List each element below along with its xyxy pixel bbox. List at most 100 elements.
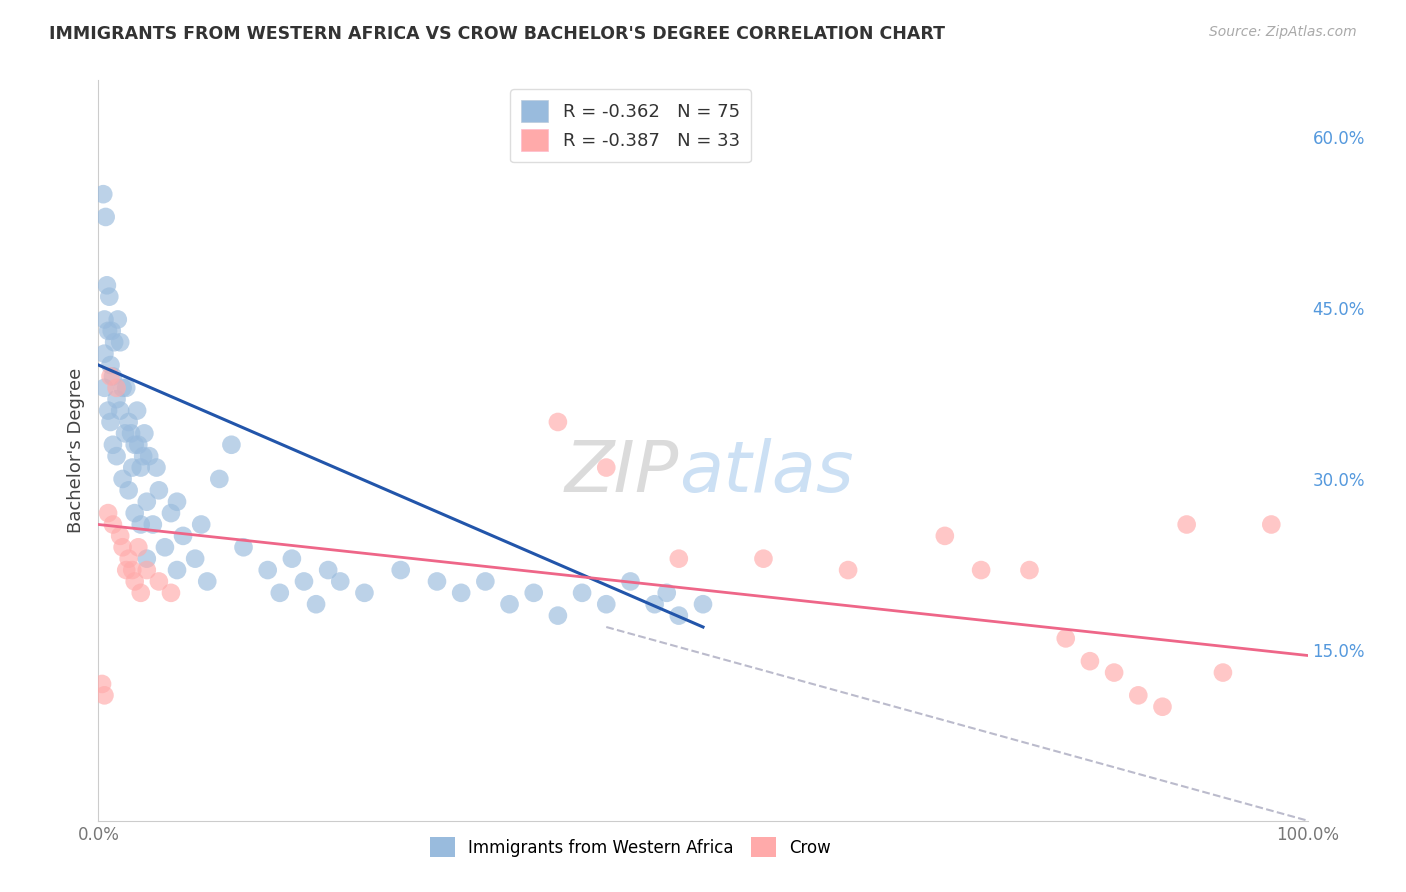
Point	[1128, 689, 1150, 703]
Point	[292, 574, 315, 589]
Point	[121, 563, 143, 577]
Point	[208, 472, 231, 486]
Point	[96, 278, 118, 293]
Point	[523, 586, 546, 600]
Point	[93, 381, 115, 395]
Point	[256, 563, 278, 577]
Point	[1054, 632, 1077, 646]
Point	[105, 449, 128, 463]
Point	[118, 415, 141, 429]
Point	[93, 689, 115, 703]
Point	[166, 494, 188, 508]
Point	[127, 541, 149, 555]
Point	[148, 574, 170, 589]
Point	[97, 403, 120, 417]
Point	[103, 335, 125, 350]
Text: atlas: atlas	[679, 438, 853, 508]
Point	[101, 438, 124, 452]
Point	[153, 541, 176, 555]
Point	[160, 506, 183, 520]
Point	[668, 608, 690, 623]
Point	[644, 597, 666, 611]
Point	[353, 586, 375, 600]
Point	[172, 529, 194, 543]
Point	[97, 324, 120, 338]
Point	[111, 472, 134, 486]
Point	[115, 563, 138, 577]
Point	[129, 586, 152, 600]
Point	[221, 438, 243, 452]
Point	[655, 586, 678, 600]
Point	[98, 290, 121, 304]
Point	[91, 187, 114, 202]
Point	[93, 312, 115, 326]
Point	[108, 529, 131, 543]
Point	[970, 563, 993, 577]
Point	[934, 529, 956, 543]
Point	[619, 574, 641, 589]
Point	[837, 563, 859, 577]
Point	[232, 541, 254, 555]
Point	[124, 506, 146, 520]
Point	[305, 597, 328, 611]
Text: IMMIGRANTS FROM WESTERN AFRICA VS CROW BACHELOR'S DEGREE CORRELATION CHART: IMMIGRANTS FROM WESTERN AFRICA VS CROW B…	[49, 25, 945, 43]
Point	[166, 563, 188, 577]
Point	[138, 449, 160, 463]
Point	[195, 574, 218, 589]
Point	[93, 346, 115, 360]
Y-axis label: Bachelor's Degree: Bachelor's Degree	[66, 368, 84, 533]
Point	[111, 541, 134, 555]
Point	[547, 608, 569, 623]
Point	[105, 392, 128, 407]
Point	[101, 369, 124, 384]
Text: Source: ZipAtlas.com: Source: ZipAtlas.com	[1209, 25, 1357, 39]
Point	[426, 574, 449, 589]
Point	[129, 517, 152, 532]
Point	[124, 574, 146, 589]
Point	[118, 551, 141, 566]
Point	[1078, 654, 1101, 668]
Point	[1102, 665, 1125, 680]
Point	[127, 403, 149, 417]
Point	[498, 597, 520, 611]
Point	[111, 381, 134, 395]
Point	[1212, 665, 1234, 680]
Point	[124, 438, 146, 452]
Point	[184, 551, 207, 566]
Point	[127, 438, 149, 452]
Point	[450, 586, 472, 600]
Point	[100, 358, 122, 372]
Point	[269, 586, 291, 600]
Point	[668, 551, 690, 566]
Point	[389, 563, 412, 577]
Legend: Immigrants from Western Africa, Crow: Immigrants from Western Africa, Crow	[423, 830, 838, 864]
Point	[121, 460, 143, 475]
Point	[145, 460, 167, 475]
Point	[115, 381, 138, 395]
Point	[1152, 699, 1174, 714]
Point	[135, 551, 157, 566]
Point	[316, 563, 339, 577]
Point	[101, 517, 124, 532]
Point	[142, 517, 165, 532]
Point	[1260, 517, 1282, 532]
Point	[474, 574, 496, 589]
Point	[97, 506, 120, 520]
Point	[281, 551, 304, 566]
Point	[100, 369, 122, 384]
Point	[108, 403, 131, 417]
Point	[547, 415, 569, 429]
Point	[752, 551, 775, 566]
Point	[105, 381, 128, 395]
Point	[107, 312, 129, 326]
Point	[692, 597, 714, 611]
Point	[595, 597, 617, 611]
Point	[100, 415, 122, 429]
Point	[100, 324, 122, 338]
Point	[135, 563, 157, 577]
Point	[134, 426, 156, 441]
Point	[114, 426, 136, 441]
Point	[120, 426, 142, 441]
Point	[129, 460, 152, 475]
Text: ZIP: ZIP	[564, 438, 679, 508]
